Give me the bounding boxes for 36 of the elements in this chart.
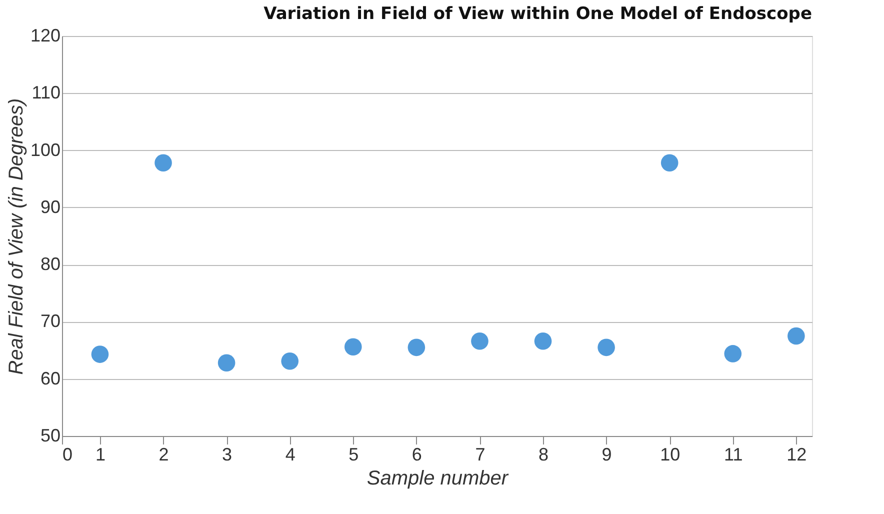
point xyxy=(788,327,805,345)
x-tick-label: 1 xyxy=(95,444,106,464)
point xyxy=(344,338,362,356)
x-tick-label: 3 xyxy=(222,444,232,464)
x-axis-title: Sample number xyxy=(366,468,510,490)
y-tick-label: 120 xyxy=(30,26,60,46)
x-tick-label: 12 xyxy=(786,444,807,464)
y-tick-label: 50 xyxy=(40,426,60,446)
x-tick-label: 9 xyxy=(602,444,612,464)
point xyxy=(660,154,678,172)
point xyxy=(281,352,299,370)
x-tick-label: 8 xyxy=(538,444,549,464)
y-axis-title: Real Field of View (in Degrees) xyxy=(5,98,28,375)
x-tick-label: 2 xyxy=(158,444,169,464)
x-tick-label: 5 xyxy=(348,444,359,464)
y-tick-label: 100 xyxy=(30,140,60,160)
x-tick-label: 4 xyxy=(285,444,296,464)
x-tick-label: 10 xyxy=(660,444,680,464)
chart-title: Variation in Field of View within One Model of Endoscope xyxy=(264,4,812,24)
y-tick-label: 90 xyxy=(40,196,60,217)
point xyxy=(91,346,109,363)
y-tick-label: 110 xyxy=(32,82,60,103)
x-tick-label: 7 xyxy=(475,444,486,464)
x-tick-label: 6 xyxy=(412,444,422,464)
point xyxy=(724,345,742,362)
point xyxy=(471,332,488,350)
y-tick-label: 80 xyxy=(40,254,60,274)
point xyxy=(598,338,615,356)
x-tick-label: 11 xyxy=(724,444,743,464)
x-tick-label: 0 xyxy=(62,444,73,464)
y-tick-label: 60 xyxy=(40,368,60,388)
point xyxy=(408,338,426,356)
y-tick-label: 70 xyxy=(40,311,60,332)
point xyxy=(534,332,552,350)
point xyxy=(218,354,236,372)
point xyxy=(154,154,172,172)
